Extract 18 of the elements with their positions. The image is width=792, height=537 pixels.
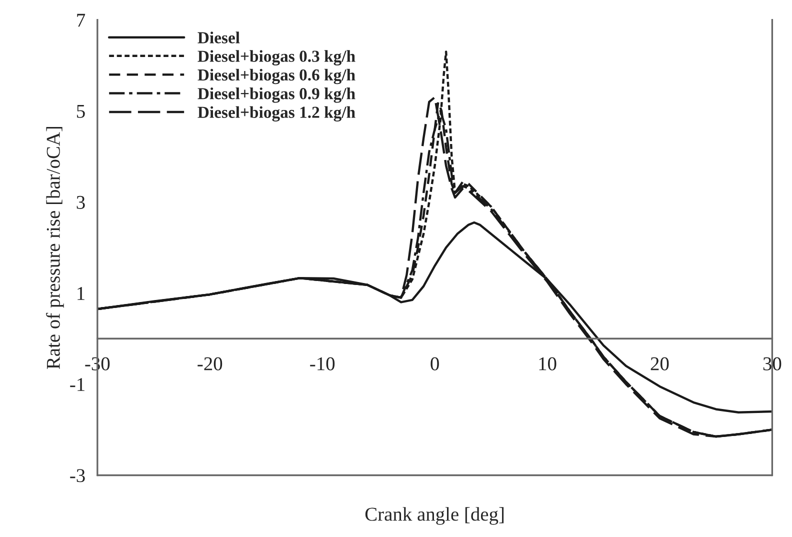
x-tick-label: 20 [650, 357, 669, 370]
legend-label: Diesel+biogas 1.2 kg/h [198, 106, 356, 122]
x-tick-label: 10 [539, 357, 556, 370]
y-tick-label: 1 [78, 287, 84, 300]
y-axis-title: Rate of pressure rise [bar/oCA] [46, 126, 64, 370]
x-tick-label: 0 [430, 357, 439, 370]
legend-label: Diesel [198, 32, 240, 44]
x-tick-label: -20 [198, 357, 222, 370]
y-tick-label: 3 [76, 196, 85, 209]
legend-label: Diesel+biogas 0.9 kg/h [198, 88, 356, 103]
x-tick-label: -10 [310, 357, 335, 370]
y-tick-label: -3 [70, 469, 85, 482]
legend-label: Diesel+biogas 0.3 kg/h [198, 50, 356, 66]
y-tick-label: 7 [77, 14, 86, 27]
x-axis-title: Crank angle [deg] [365, 507, 504, 525]
legend-label: Diesel+biogas 0.6 kg/h [198, 68, 356, 84]
y-tick-label: -1 [70, 378, 84, 391]
y-tick-label: 5 [77, 104, 85, 118]
